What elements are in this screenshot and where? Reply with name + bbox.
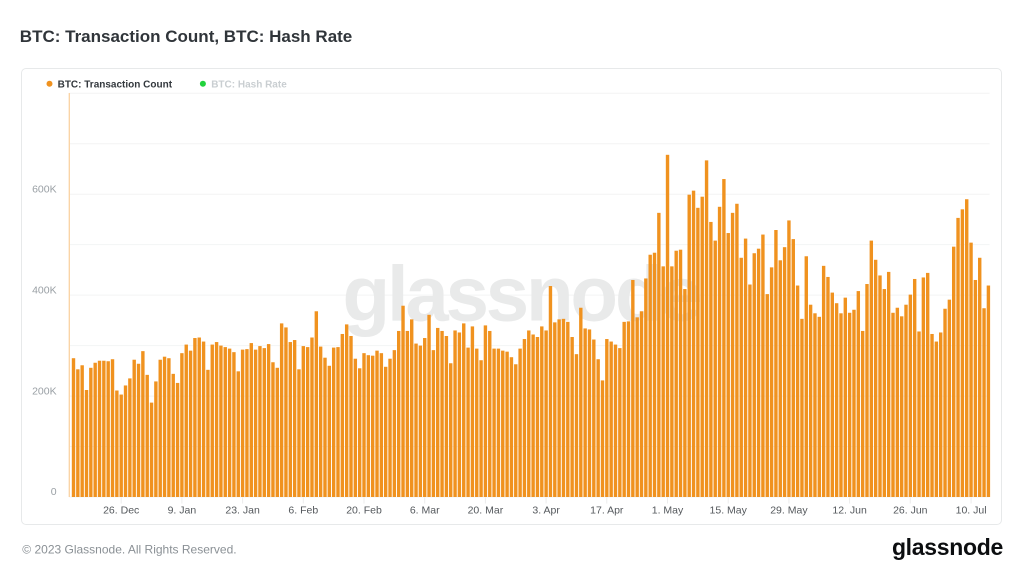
svg-text:glassnode: glassnode [892,534,1003,560]
svg-text:20. Feb: 20. Feb [346,504,382,516]
svg-text:6. Feb: 6. Feb [288,504,318,516]
svg-text:29. May: 29. May [770,504,808,516]
svg-text:BTC: Transaction Count: BTC: Transaction Count [58,80,173,91]
svg-text:3. Apr: 3. Apr [532,504,560,516]
svg-text:1. May: 1. May [652,504,684,516]
svg-text:BTC: Transaction Count, BTC: H: BTC: Transaction Count, BTC: Hash Rate [20,27,352,46]
svg-text:400K: 400K [32,284,57,296]
svg-text:12. Jun: 12. Jun [832,504,867,516]
svg-text:BTC: Hash Rate: BTC: Hash Rate [211,80,287,91]
svg-text:26. Dec: 26. Dec [103,504,139,516]
svg-text:23. Jan: 23. Jan [225,504,260,516]
svg-text:0: 0 [51,486,57,498]
svg-text:15. May: 15. May [710,504,748,516]
svg-text:17. Apr: 17. Apr [590,504,624,516]
svg-text:9. Jan: 9. Jan [168,504,197,516]
svg-text:600K: 600K [32,183,57,195]
svg-text:10. Jul: 10. Jul [956,504,987,516]
svg-text:26. Jun: 26. Jun [893,504,928,516]
svg-text:© 2023 Glassnode. All Rights R: © 2023 Glassnode. All Rights Reserved. [22,543,236,557]
svg-text:200K: 200K [32,385,57,397]
svg-text:20. Mar: 20. Mar [468,504,504,516]
svg-text:6. Mar: 6. Mar [410,504,440,516]
